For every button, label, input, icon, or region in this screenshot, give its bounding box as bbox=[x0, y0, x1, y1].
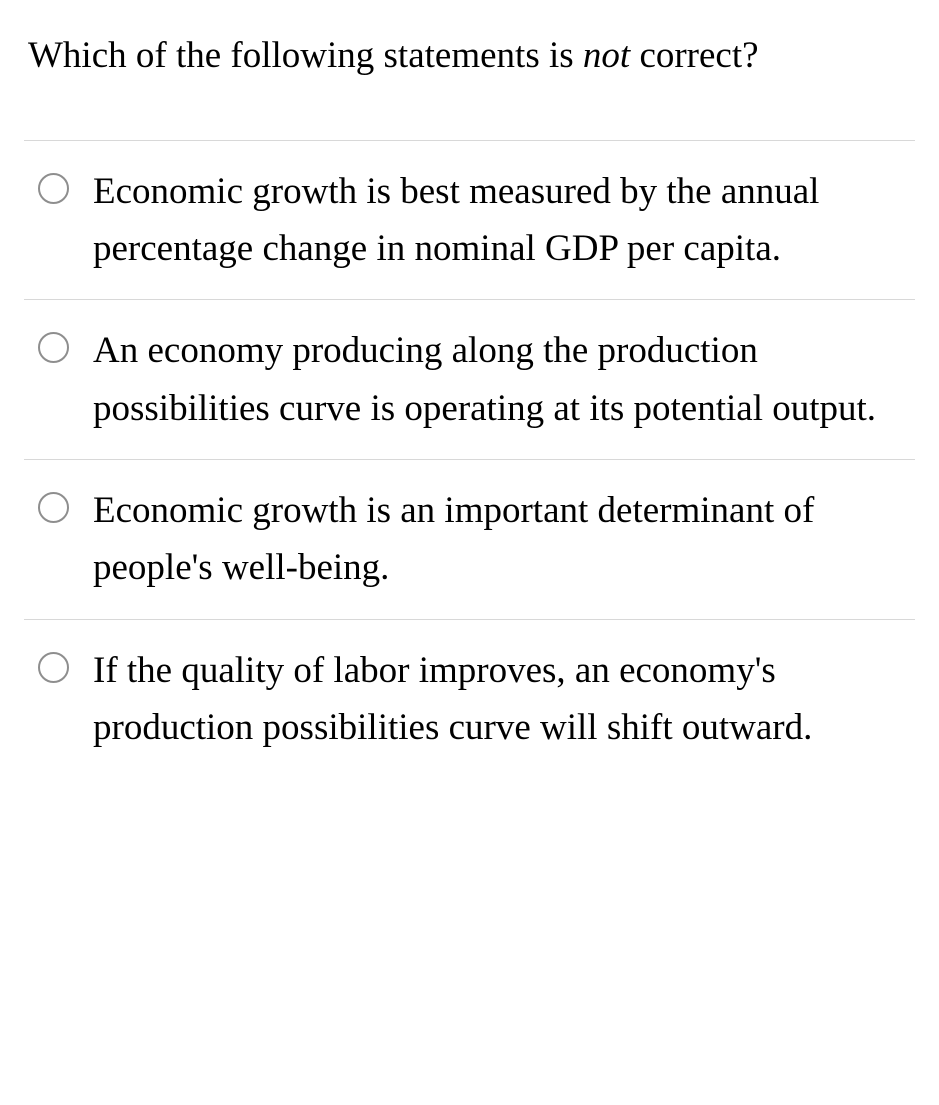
option-1[interactable]: An economy producing along the productio… bbox=[24, 300, 915, 460]
options-list: Economic growth is best measured by the … bbox=[24, 140, 915, 779]
radio-icon[interactable] bbox=[38, 492, 69, 523]
radio-icon[interactable] bbox=[38, 173, 69, 204]
question-stem: Which of the following statements is not… bbox=[24, 28, 915, 84]
option-text: Economic growth is an important determin… bbox=[93, 482, 907, 597]
stem-prefix: Which of the following statements is bbox=[28, 35, 583, 76]
stem-suffix: correct? bbox=[630, 35, 758, 76]
option-2[interactable]: Economic growth is an important determin… bbox=[24, 460, 915, 620]
radio-icon[interactable] bbox=[38, 652, 69, 683]
stem-emph: not bbox=[583, 35, 630, 76]
option-3[interactable]: If the quality of labor improves, an eco… bbox=[24, 620, 915, 779]
option-text: Economic growth is best measured by the … bbox=[93, 163, 907, 278]
option-text: If the quality of labor improves, an eco… bbox=[93, 642, 907, 757]
radio-icon[interactable] bbox=[38, 332, 69, 363]
option-text: An economy producing along the productio… bbox=[93, 322, 907, 437]
option-0[interactable]: Economic growth is best measured by the … bbox=[24, 141, 915, 301]
